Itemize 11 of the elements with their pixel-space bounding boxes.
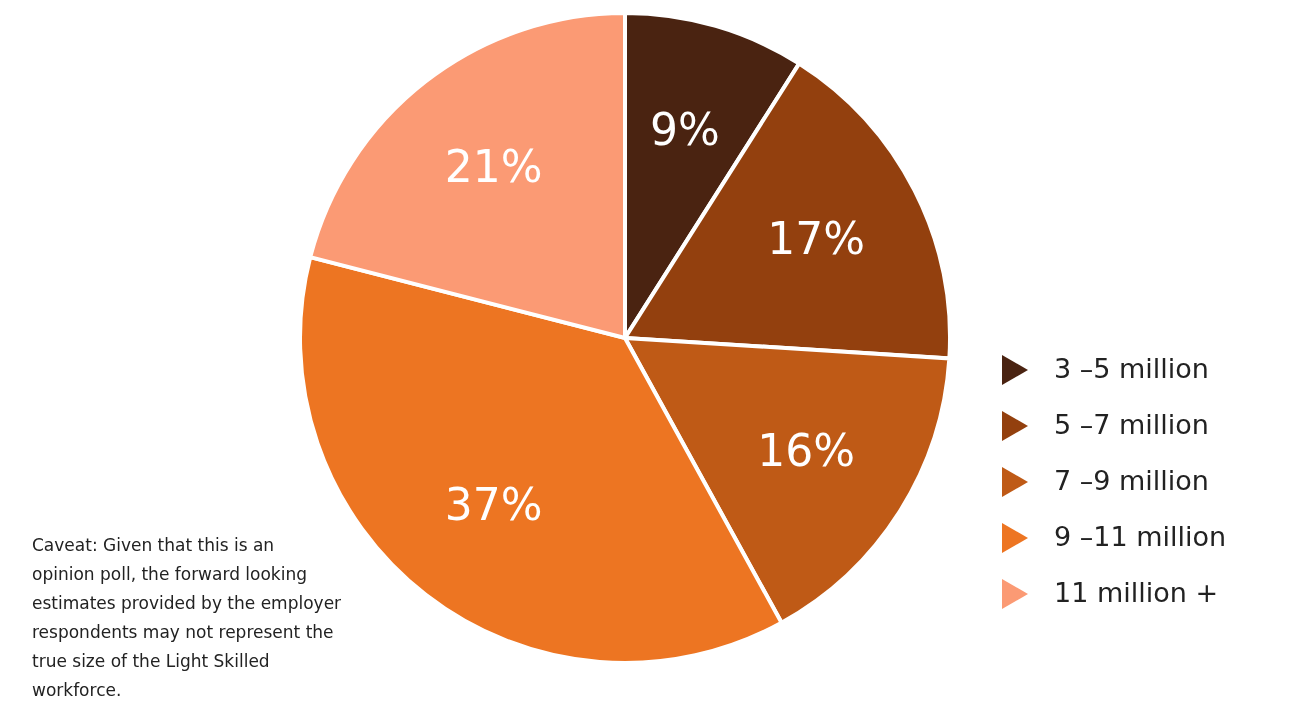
data-label: 21% — [444, 140, 543, 192]
data-label: 9% — [649, 104, 720, 156]
legend-label: 7 –9 million — [1054, 465, 1209, 496]
legend-label: 3 –5 million — [1054, 353, 1209, 384]
legend-label: 11 million + — [1054, 577, 1219, 608]
data-label: 37% — [444, 479, 543, 531]
data-label: 17% — [767, 212, 866, 264]
legend-label: 9 –11 million — [1054, 521, 1227, 552]
legend-label: 5 –7 million — [1054, 409, 1209, 440]
text: Caveat: Given that this is an opinion poll, the forward looking estimates provided by the employer respondents may not represent the true size of the Light Skilled workforce. — [32, 535, 342, 700]
data-label: 16% — [757, 424, 856, 476]
